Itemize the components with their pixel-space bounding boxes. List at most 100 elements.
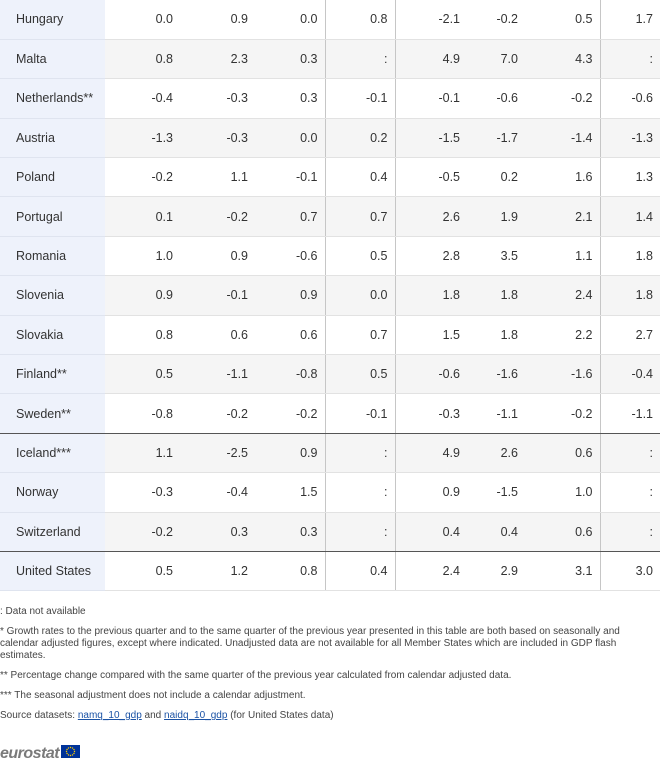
flag-star	[69, 746, 72, 749]
flag-star	[66, 748, 68, 751]
value-cell: -0.6	[467, 78, 525, 119]
value-cell: -0.6	[394, 354, 467, 395]
value-cell: 0.0	[105, 0, 180, 40]
value-cell: 0.6	[180, 315, 255, 356]
value-cell: :	[599, 39, 660, 80]
value-cell: 3.1	[525, 551, 600, 592]
value-cell: 0.3	[255, 512, 325, 552]
country-name: Netherlands**	[0, 78, 105, 119]
value-cell: -0.4	[599, 354, 660, 395]
value-cell: -0.1	[394, 78, 467, 119]
eu-flag-icon	[61, 745, 81, 763]
value-cell: 2.9	[467, 551, 525, 592]
gdp-growth-table: Hungary 0.0 0.9 0.0 0.8 -2.1 -0.2 0.5 1.7 Malta 0.…	[0, 0, 660, 592]
value-cell: -0.2	[105, 157, 180, 198]
value-cell: 0.8	[255, 551, 325, 592]
value-cell: 0.2	[324, 118, 395, 159]
value-cell: 1.5	[255, 472, 325, 513]
value-cell: 0.5	[105, 551, 180, 592]
value-cell: 1.8	[467, 275, 525, 316]
note-not-available: : Data not available	[0, 606, 86, 617]
country-name: Portugal	[0, 196, 105, 237]
country-name: Hungary	[0, 0, 105, 40]
flag-star	[71, 747, 74, 749]
value-cell: 3.0	[599, 551, 660, 592]
value-cell: -0.3	[394, 393, 467, 434]
value-cell: 1.0	[525, 472, 600, 513]
value-cell: -0.6	[599, 78, 660, 119]
value-cell: 2.6	[394, 196, 467, 237]
value-cell: :	[599, 512, 660, 552]
value-cell: 0.9	[180, 0, 255, 40]
value-cell: 1.5	[394, 315, 467, 356]
value-cell: 2.4	[394, 551, 467, 592]
value-cell: -1.6	[525, 354, 600, 395]
table-row: Romania 1.0 0.9 -0.6 0.5 2.8 3.5 1.1 1.8	[0, 236, 660, 277]
value-cell: 1.2	[180, 551, 255, 592]
value-cell: 2.2	[525, 315, 600, 356]
value-cell: 4.3	[525, 39, 600, 80]
value-cell: -1.3	[599, 118, 660, 159]
value-cell: -1.5	[467, 472, 525, 513]
value-cell: -0.2	[467, 0, 525, 40]
value-cell: -1.7	[467, 118, 525, 159]
value-cell: 0.3	[255, 39, 325, 80]
value-cell: 0.9	[105, 275, 180, 316]
value-cell: 1.4	[599, 196, 660, 237]
source-line: Source datasets: namq_10_gdp and naidq_1…	[0, 710, 660, 722]
value-cell: -0.2	[255, 393, 325, 434]
eurostat-logo: eurostat	[0, 744, 81, 764]
country-name: Poland	[0, 157, 105, 198]
country-name: Malta	[0, 39, 105, 80]
value-cell: :	[324, 472, 395, 513]
source-prefix: Source datasets:	[0, 710, 78, 721]
value-cell: 2.7	[599, 315, 660, 356]
value-cell: -0.6	[255, 236, 325, 277]
value-cell: -1.5	[394, 118, 467, 159]
value-cell: 1.7	[599, 0, 660, 40]
value-cell: -1.1	[599, 393, 660, 434]
value-cell: 0.6	[525, 512, 600, 552]
value-cell: 0.0	[255, 118, 325, 159]
value-cell: 0.3	[180, 512, 255, 552]
value-cell: -1.3	[105, 118, 180, 159]
country-name: United States	[0, 551, 105, 592]
link-naidq-10-gdp[interactable]: naidq_10_gdp	[164, 710, 228, 721]
flag-star	[73, 752, 75, 755]
value-cell: -2.1	[394, 0, 467, 40]
value-cell: 7.0	[467, 39, 525, 80]
value-cell: -0.1	[324, 78, 395, 119]
value-cell: -0.1	[180, 275, 255, 316]
value-cell: 1.6	[525, 157, 600, 198]
flag-star	[67, 747, 70, 749]
country-name: Austria	[0, 118, 105, 159]
value-cell: -0.2	[180, 393, 255, 434]
table-row: Poland -0.2 1.1 -0.1 0.4 -0.5 0.2 1.6 1.3	[0, 157, 660, 198]
value-cell: 0.4	[467, 512, 525, 552]
value-cell: 0.6	[255, 315, 325, 356]
table-row: Switzerland -0.2 0.3 0.3:0.4 0.4 0.6:	[0, 512, 660, 552]
value-cell: :	[599, 472, 660, 513]
value-cell: 0.9	[255, 275, 325, 316]
value-cell: 0.9	[180, 236, 255, 277]
flag-star	[73, 748, 75, 751]
value-cell: 1.8	[599, 275, 660, 316]
value-cell: 1.8	[599, 236, 660, 277]
value-cell: -2.5	[180, 433, 255, 474]
value-cell: 2.8	[394, 236, 467, 277]
table-row: Slovakia 0.8 0.6 0.6 0.7 1.5 1.8 2.2 2.7	[0, 315, 660, 356]
value-cell: :	[324, 39, 395, 80]
link-namq-10-gdp[interactable]: namq_10_gdp	[77, 710, 142, 721]
value-cell: 1.0	[105, 236, 180, 277]
value-cell: -1.6	[467, 354, 525, 395]
value-cell: -1.1	[180, 354, 255, 395]
value-cell: -0.2	[105, 512, 180, 552]
value-cell: 0.5	[324, 236, 395, 277]
value-cell: -0.1	[324, 393, 395, 434]
value-cell: -0.2	[525, 78, 600, 119]
value-cell: 0.4	[324, 157, 395, 198]
value-cell: -0.8	[105, 393, 180, 434]
value-cell: 0.0	[324, 275, 395, 316]
logo-text: eurostat	[0, 745, 60, 762]
value-cell: 0.7	[324, 196, 395, 237]
